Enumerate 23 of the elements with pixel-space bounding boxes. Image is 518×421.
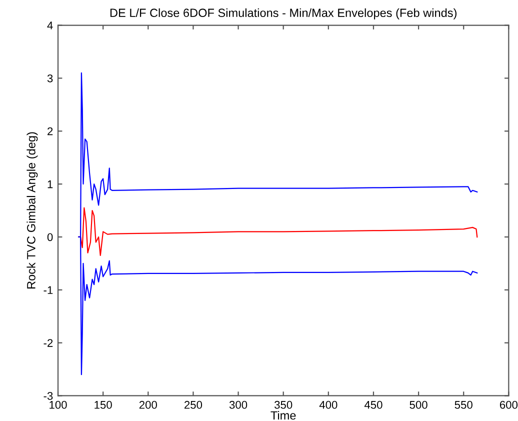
y-tick-label: 4 xyxy=(47,22,53,30)
y-tick-label: -3 xyxy=(44,392,53,400)
x-tick-label: 300 xyxy=(229,400,248,409)
x-tick-label: 600 xyxy=(500,400,518,409)
y-axis-title: Rock TVC Gimbal Angle (deg) xyxy=(26,132,38,288)
x-tick-label: 450 xyxy=(364,400,382,409)
y-tick-label: -1 xyxy=(44,286,53,294)
x-tick-label: 550 xyxy=(454,400,472,409)
y-tick-label: 0 xyxy=(47,233,53,242)
y-tick-label: -2 xyxy=(44,339,53,347)
x-tick-label: 350 xyxy=(274,400,292,409)
chart-title: DE L/F Close 6DOF Simulations - Min/Max Envelopes (Feb winds) xyxy=(110,8,456,20)
line-series xyxy=(78,207,478,256)
y-tick-label: 2 xyxy=(48,127,53,136)
x-tick-label: 150 xyxy=(94,400,112,409)
x-axis-title: Time xyxy=(270,410,296,420)
x-tick-label: 250 xyxy=(184,400,202,409)
y-tick-label: 3 xyxy=(47,74,53,82)
x-tick-label: 400 xyxy=(319,400,338,409)
x-tick-label: 500 xyxy=(410,400,428,409)
x-tick-label: 100 xyxy=(50,400,67,409)
x-tick-label: 200 xyxy=(139,400,157,409)
y-tick-label: 1 xyxy=(48,180,53,188)
